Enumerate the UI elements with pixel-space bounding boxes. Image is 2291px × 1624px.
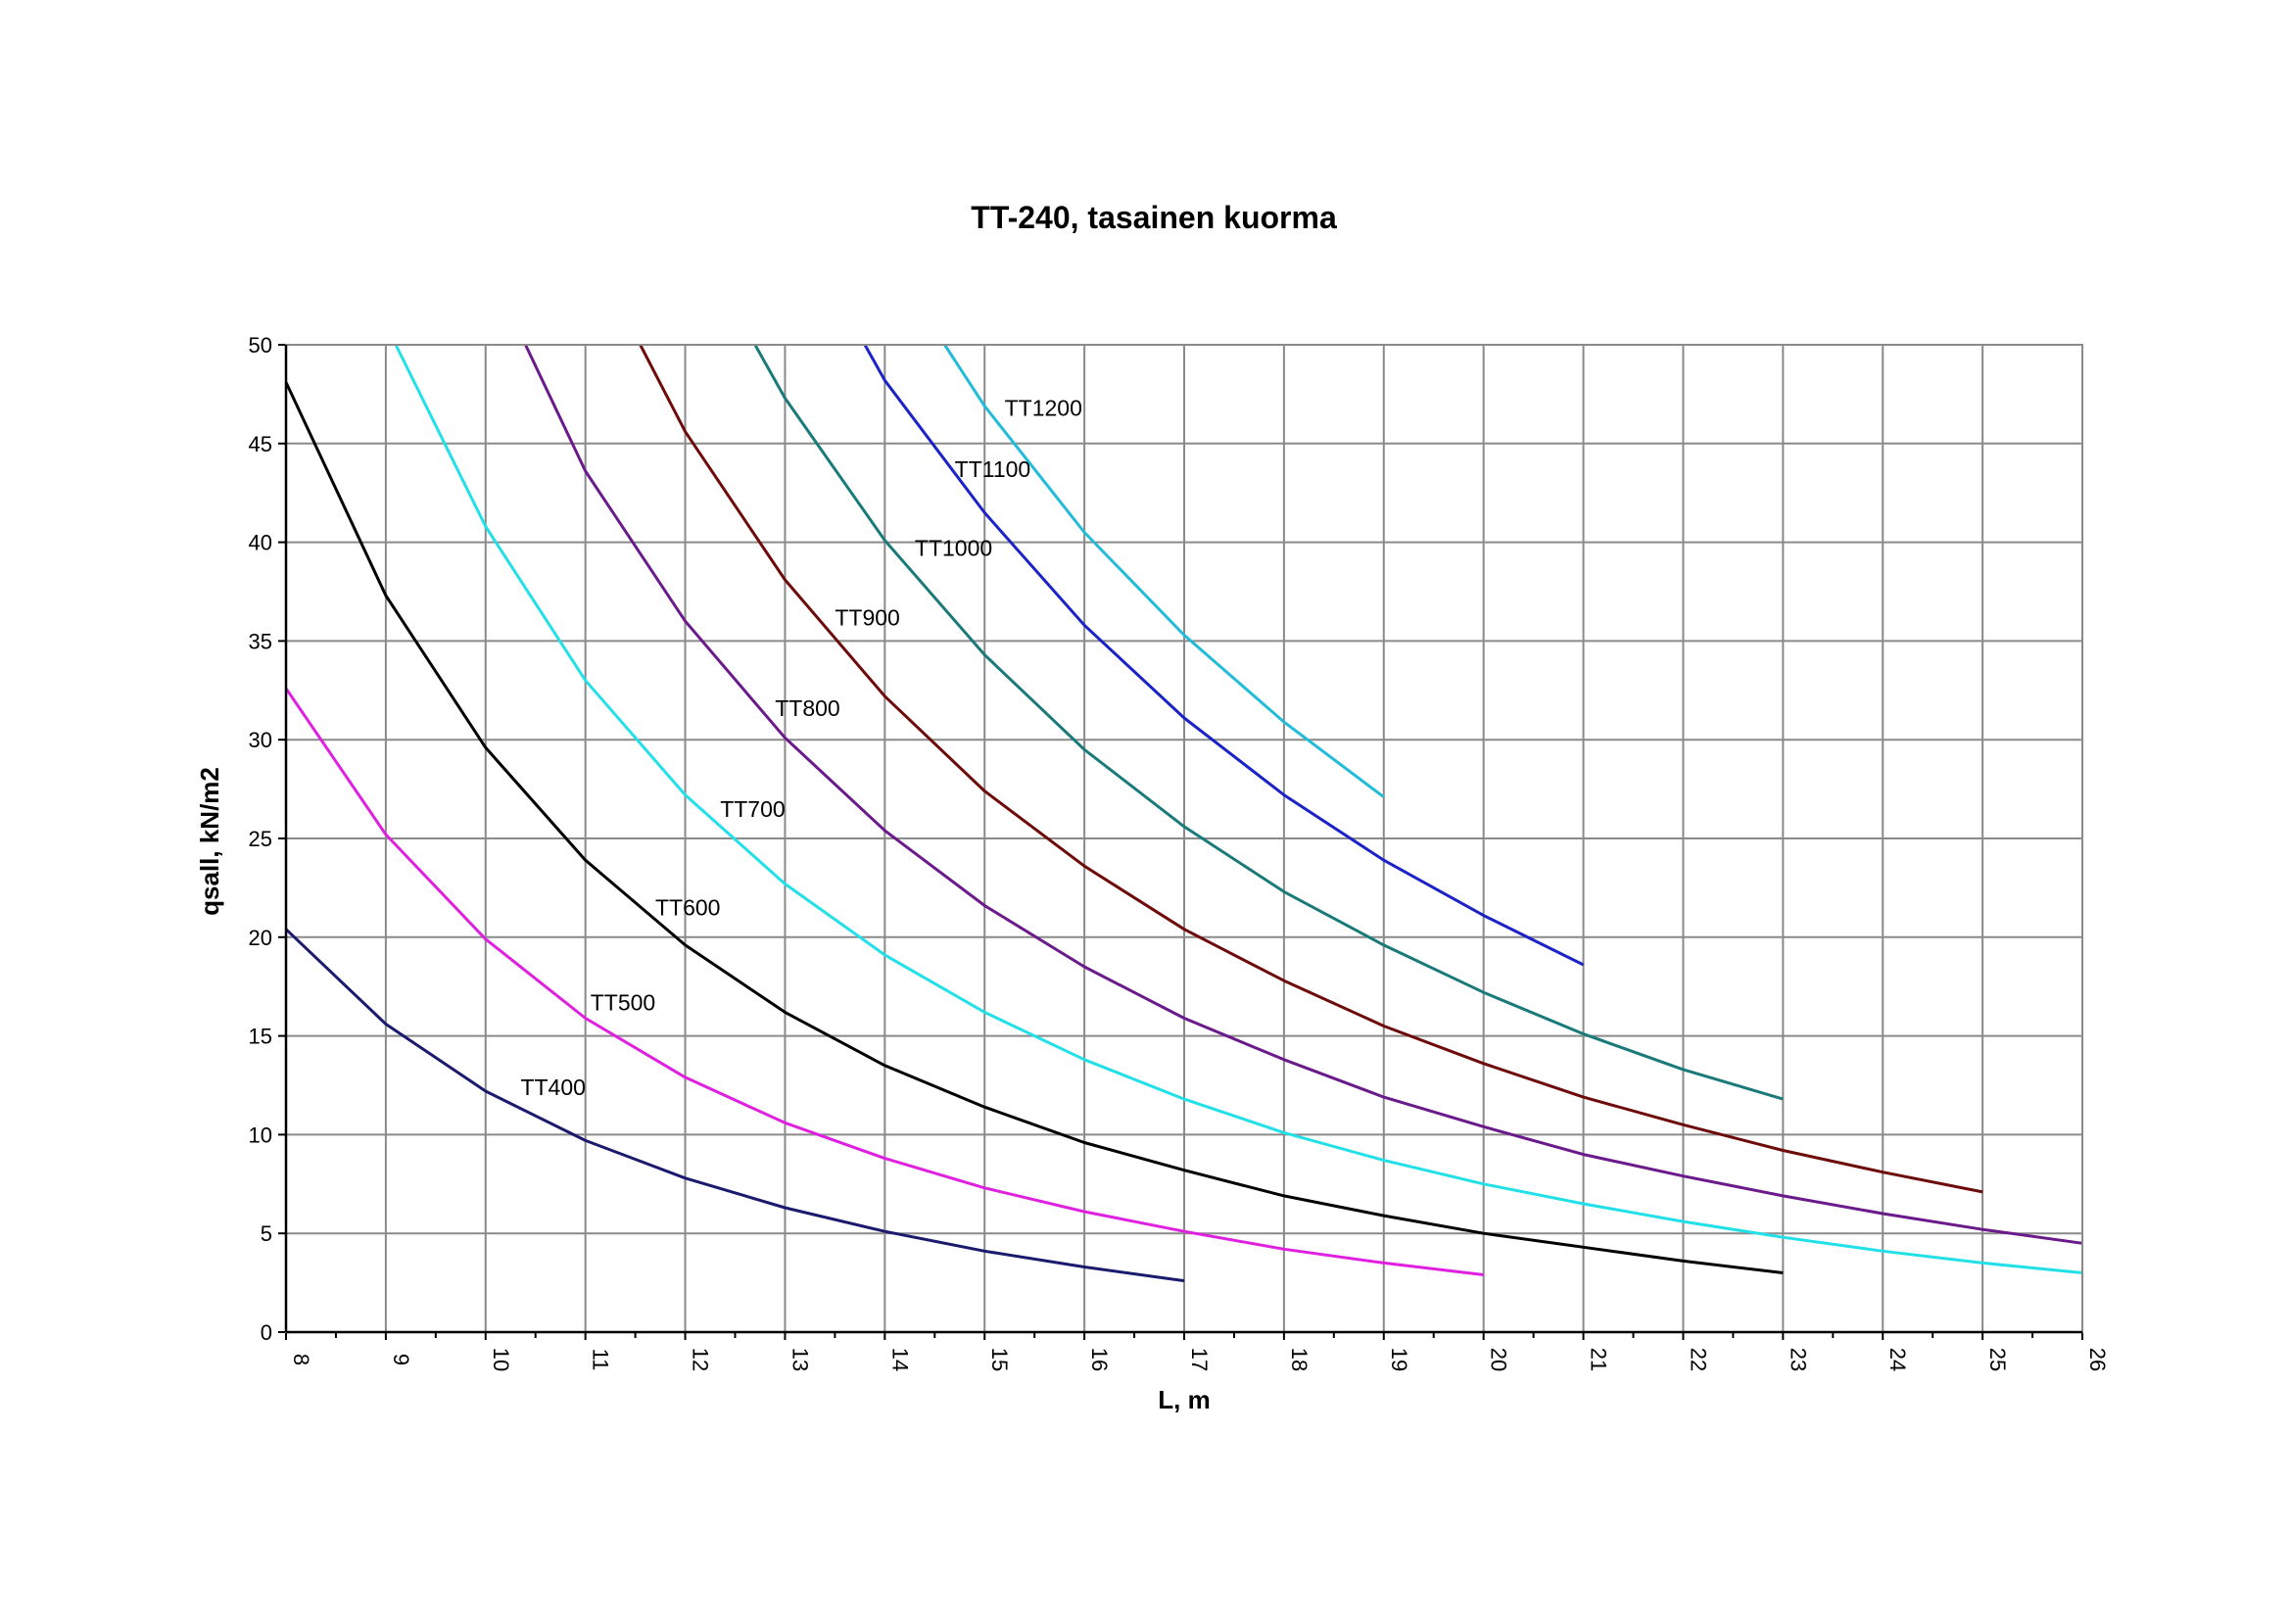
x-tick-label: 26 [2085, 1348, 2110, 1371]
series-label-tt800: TT800 [775, 695, 839, 721]
series-line-tt800 [524, 344, 2083, 1245]
series-line-tt900 [639, 344, 1983, 1194]
series-label-tt500: TT500 [591, 989, 655, 1015]
series-layer [284, 344, 2083, 1283]
series-line-tt700 [394, 344, 2083, 1274]
y-tick-label: 5 [261, 1221, 272, 1246]
y-tick-label: 50 [249, 333, 272, 358]
series-line-tt500 [284, 687, 1484, 1276]
x-tick-label: 12 [689, 1348, 713, 1371]
series-label-tt1000: TT1000 [915, 536, 992, 561]
series-label-tt400: TT400 [520, 1075, 585, 1100]
series-label-tt900: TT900 [835, 604, 899, 630]
x-tick-label: 24 [1885, 1348, 1910, 1371]
y-tick-label: 40 [249, 531, 272, 555]
series-line-tt400 [284, 928, 1185, 1283]
x-tick-label: 22 [1686, 1348, 1710, 1371]
y-tick-label: 0 [261, 1320, 272, 1345]
grid [286, 345, 2082, 1332]
series-label-tt700: TT700 [720, 796, 785, 822]
y-tick-label: 20 [249, 926, 272, 950]
x-tick-label: 14 [887, 1348, 912, 1371]
x-tick-label: 25 [1985, 1348, 2010, 1371]
x-tick-label: 11 [589, 1349, 613, 1371]
y-axis-title: qsall, kN/m2 [195, 767, 224, 916]
series-line-tt1100 [863, 344, 1585, 967]
x-tick-label: 19 [1387, 1348, 1411, 1371]
x-tick-label: 10 [489, 1348, 513, 1371]
x-tick-label: 13 [788, 1348, 812, 1371]
series-line-tt600 [284, 381, 1784, 1274]
x-tick-label: 8 [289, 1354, 313, 1365]
y-tick-label: 10 [249, 1122, 272, 1147]
x-tick-label: 16 [1087, 1348, 1112, 1371]
y-tick-label: 15 [249, 1025, 272, 1049]
y-tick-label: 45 [249, 432, 272, 456]
y-tick-label: 25 [249, 827, 272, 851]
x-tick-label: 15 [987, 1348, 1012, 1371]
x-tick-label: 21 [1587, 1348, 1611, 1371]
series-line-tt1200 [943, 344, 1385, 798]
series-label-tt600: TT600 [655, 895, 720, 921]
axes: 8 9 10 11 12 13 14 15 16 17 18 19 20 21 22 23 24 25 26 0 5 10… [249, 333, 2110, 1371]
y-tick-label: 35 [249, 629, 272, 653]
series-label-tt1200: TT1200 [1005, 396, 1082, 421]
series-label-tt1100: TT1100 [955, 456, 1031, 482]
x-tick-label: 23 [1786, 1348, 1810, 1371]
series-line-tt1000 [753, 344, 1784, 1101]
x-tick-label: 9 [389, 1354, 413, 1365]
y-tick-label: 30 [249, 728, 272, 752]
x-tick-label: 17 [1187, 1348, 1212, 1371]
series-labels: TT400 TT500 TT600 TT700 TT800 TT900 TT1000 TT11… [520, 396, 1081, 1101]
x-tick-label: 18 [1287, 1348, 1312, 1371]
chart-title: TT-240, tasainen kuorma [971, 200, 1337, 235]
x-tick-label: 20 [1487, 1348, 1511, 1371]
x-axis-title: L, m [1158, 1385, 1210, 1414]
